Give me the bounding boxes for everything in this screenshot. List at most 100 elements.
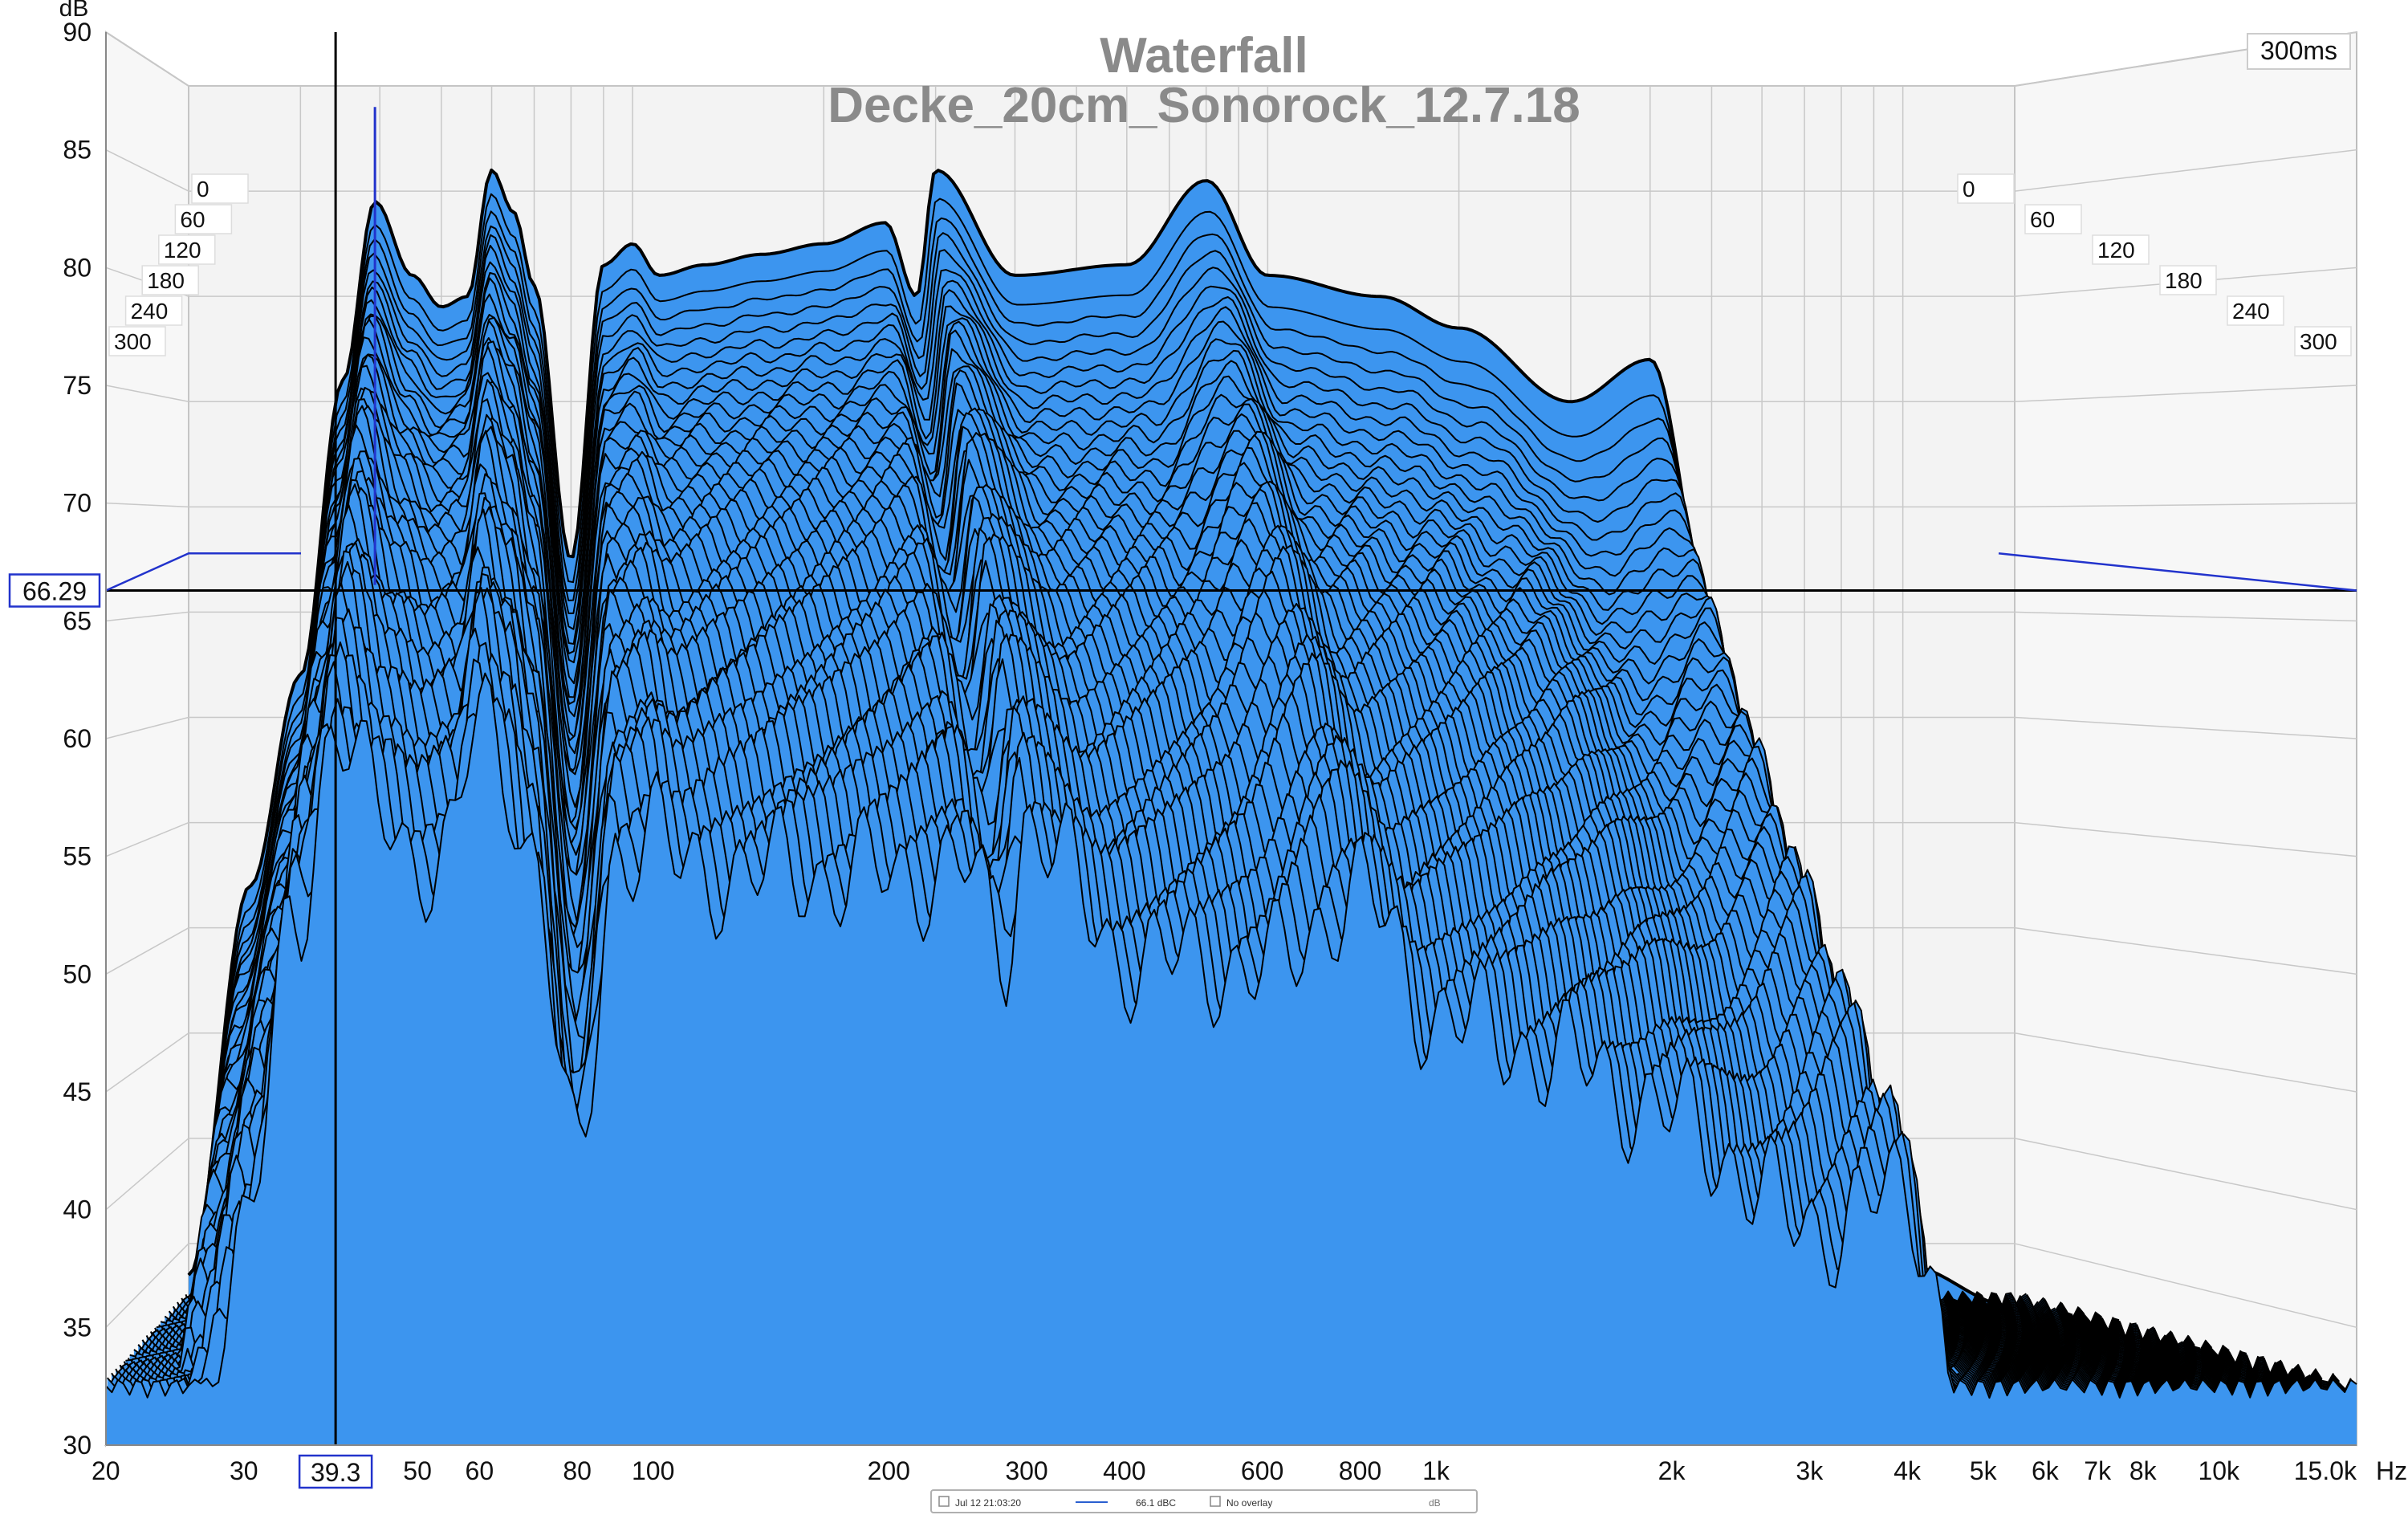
x-tick-label: 300 <box>1005 1456 1047 1485</box>
slice-fill-300ms <box>106 673 2357 1445</box>
grid-hline-left-wall <box>105 31 189 87</box>
y-tick-label: 40 <box>63 1195 92 1224</box>
waterfall-slices <box>105 168 2357 1445</box>
grid-hline-left-wall <box>105 821 189 857</box>
x-tick-label: 4k <box>1893 1456 1922 1485</box>
grid-hline-left-wall <box>105 1138 189 1211</box>
chart-title: Waterfall <box>1100 28 1308 83</box>
grid-hline-right-wall <box>2014 1243 2357 1329</box>
y-tick-label: 30 <box>63 1431 92 1460</box>
grid-hline-left-wall <box>105 385 189 402</box>
time-label-box-left <box>124 295 183 326</box>
x-tick-label: 600 <box>1241 1456 1283 1485</box>
grid-hline-right-wall <box>2014 926 2357 975</box>
time-label-box-right <box>2092 234 2150 265</box>
status-checkbox-1[interactable] <box>938 1496 950 1507</box>
status-checkbox-2[interactable] <box>1210 1496 1221 1507</box>
time-label-left: 300 <box>114 329 152 354</box>
grid-hline-right-wall <box>2014 149 2357 192</box>
time-label-box-right <box>1957 173 2015 204</box>
x-tick-label: 3k <box>1796 1456 1824 1485</box>
cursor-frequency-readout: 39.3 <box>298 1454 373 1489</box>
x-axis-unit-label: Hz <box>2376 1456 2407 1485</box>
y-tick-label: 65 <box>63 606 92 635</box>
x-tick-label: 60 <box>466 1456 494 1485</box>
grid-hline-left-wall <box>105 611 189 622</box>
status-bar: Jul 12 21:03:20 66.1 dBC No overlay dB <box>930 1489 1478 1513</box>
time-label-box-right <box>2024 204 2082 234</box>
status-bar-frame <box>930 1489 1478 1513</box>
y-tick-label: 55 <box>63 842 92 871</box>
slice-line-300ms <box>105 672 2357 1399</box>
time-label-box-right <box>2294 326 2352 356</box>
y-tick-label: 50 <box>63 959 92 988</box>
grid-hline-right-wall <box>2014 1138 2357 1211</box>
grid-hline-left-wall <box>105 149 189 192</box>
time-label-right: 0 <box>1963 177 1975 202</box>
y-axis-unit-label: dB <box>59 0 89 22</box>
time-label-right: 300 <box>2300 329 2337 354</box>
x-tick-label: 7k <box>2084 1456 2112 1485</box>
x-tick-label: 20 <box>92 1456 120 1485</box>
time-label-left: 240 <box>131 299 169 324</box>
time-label-left: 120 <box>164 238 201 263</box>
x-tick-label: 6k <box>2032 1456 2060 1485</box>
slice-line-285ms <box>109 641 2341 1395</box>
grid-hline-right-wall <box>2014 385 2357 402</box>
time-label-box-left <box>141 265 199 295</box>
time-label-left: 180 <box>147 268 185 293</box>
time-label-box-right <box>2227 295 2284 326</box>
x-tick-label: 10k <box>2198 1456 2240 1485</box>
y-tick-label: 45 <box>63 1077 92 1106</box>
status-date: Jul 12 21:03:20 <box>955 1497 1021 1509</box>
x-tick-label: 200 <box>868 1456 910 1485</box>
grid-hline-left-wall <box>105 1032 189 1093</box>
time-label-box-left <box>108 326 166 356</box>
grid-hline-left-wall <box>105 927 189 975</box>
y-tick-label: 75 <box>63 371 92 400</box>
y-tick-label: 80 <box>63 253 92 282</box>
y-tick-label: 35 <box>63 1313 92 1342</box>
x-tick-label: 1k <box>1422 1456 1450 1485</box>
x-tick-label: 8k <box>2129 1456 2158 1485</box>
cursor-level-readout: 66.29 <box>8 573 101 608</box>
time-range-label: 300ms <box>2260 36 2337 65</box>
cursor-right-wall-marker <box>1998 552 2357 592</box>
y-tick-label: 70 <box>63 489 92 518</box>
time-range-box <box>2247 33 2351 70</box>
status-level: 66.1 dBC <box>1136 1497 1176 1509</box>
time-label-left: 60 <box>180 207 205 232</box>
time-label-left: 0 <box>197 177 209 202</box>
x-tick-label: 5k <box>1970 1456 1998 1485</box>
time-label-right: 180 <box>2165 268 2203 293</box>
y-tick-label: 85 <box>63 136 92 165</box>
chart-subtitle: Decke_20cm_Sonorock_12.7.18 <box>828 78 1580 133</box>
grid-hline-right-wall <box>2014 1032 2357 1093</box>
time-label-box-left <box>191 173 249 204</box>
grid-hline-right-wall <box>2014 716 2357 739</box>
x-tick-label: 80 <box>563 1456 592 1485</box>
grid-hline-right-wall <box>2014 821 2357 857</box>
cursor[interactable] <box>105 32 2357 1445</box>
grid-hline-left-wall <box>105 1243 189 1328</box>
time-label-right: 60 <box>2030 207 2055 232</box>
grid-hline-right-wall <box>2014 502 2357 508</box>
time-label-box-left <box>158 234 216 265</box>
time-label-right: 120 <box>2097 238 2135 263</box>
y-tick-label: 90 <box>63 18 92 47</box>
time-label-box-left <box>174 204 233 234</box>
cursor-left-wall-marker <box>105 552 301 592</box>
x-tick-label: 400 <box>1103 1456 1145 1485</box>
x-tick-label: 50 <box>403 1456 432 1485</box>
grid-hline-right-wall <box>2014 611 2357 622</box>
y-tick-label: 60 <box>63 724 92 753</box>
x-tick-label: 100 <box>632 1456 674 1485</box>
status-right: dB <box>1429 1497 1441 1509</box>
x-tick-label: 2k <box>1658 1456 1686 1485</box>
time-label-right: 240 <box>2232 299 2270 324</box>
x-tick-label: 30 <box>230 1456 258 1485</box>
right-wall <box>2014 31 2357 1447</box>
